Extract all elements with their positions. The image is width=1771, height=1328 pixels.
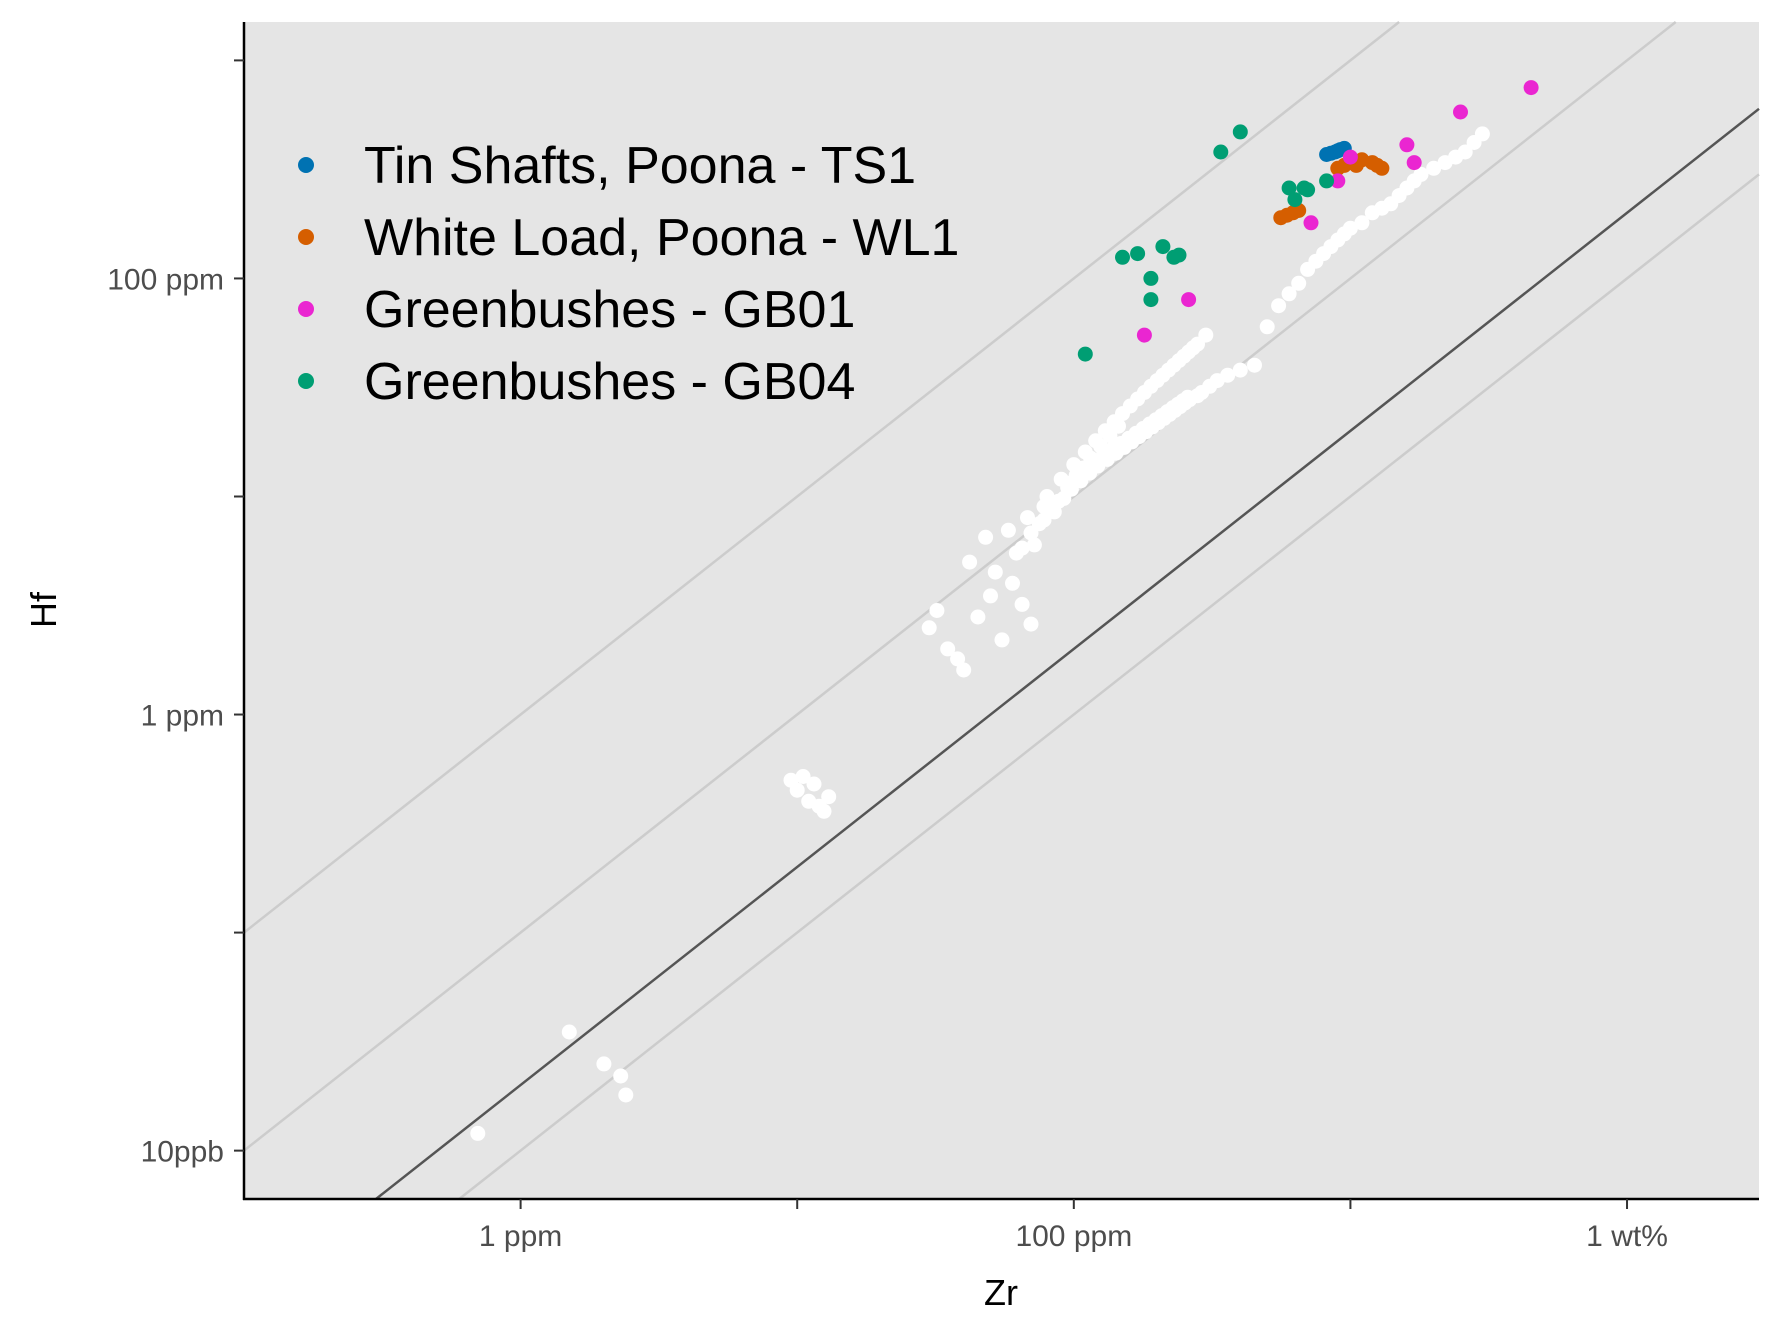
background-point [1281, 286, 1297, 302]
legend-label-3: Greenbushes - GB04 [364, 353, 855, 411]
series-2-point [1453, 104, 1468, 120]
series-3-point [1232, 124, 1248, 140]
series-2-point [1330, 173, 1346, 189]
background-point [789, 782, 805, 798]
background-point [1014, 540, 1030, 556]
series-3-point [1143, 270, 1159, 286]
background-point [1271, 298, 1287, 314]
series-2-point [1523, 80, 1539, 96]
background-point [1198, 327, 1214, 343]
background-point [1111, 418, 1126, 434]
background-point [994, 632, 1010, 648]
series-3-point [1143, 292, 1159, 308]
y-tick-label: 10ppb [141, 1136, 224, 1169]
reference-line-0 [243, 21, 1400, 934]
background-point [1102, 428, 1118, 444]
legend-key-2 [298, 301, 314, 317]
background-point [983, 588, 998, 604]
background-point [929, 603, 945, 618]
x-axis-title: Zr [984, 1272, 1018, 1313]
background-point [1014, 596, 1030, 612]
background-point [970, 609, 986, 625]
series-3-point [1130, 246, 1146, 262]
legend-key-0 [298, 157, 314, 173]
legend: Tin Shafts, Poona - TS1 White Load, Poona… [298, 137, 959, 411]
series-2-point [1303, 215, 1319, 231]
background-point [618, 1087, 634, 1103]
series-3-point [1281, 180, 1297, 196]
background-point [1474, 126, 1490, 142]
background-point [1413, 166, 1429, 182]
y-tick-label: 100 ppm [107, 263, 224, 296]
background-point [1232, 362, 1248, 378]
background-point [987, 564, 1003, 580]
reference-line-2 [375, 107, 1760, 1200]
background-point [806, 776, 822, 792]
series-2-point [1181, 292, 1197, 308]
background-point [561, 1024, 577, 1040]
legend-key-3 [298, 373, 314, 389]
background-point [1045, 501, 1061, 517]
series-3-point [1171, 247, 1187, 263]
background-point [1023, 525, 1039, 541]
x-axis-ticks: 1 ppm 100 ppm 1 wt% [479, 1199, 1668, 1253]
background-point [940, 641, 956, 657]
background-point [978, 529, 994, 545]
series-1-point [1374, 160, 1390, 176]
background-point [1023, 616, 1039, 632]
y-axis-title: Hf [23, 591, 64, 628]
background-points [470, 126, 1490, 1141]
series-2-point [1136, 327, 1152, 343]
background-point [816, 803, 832, 819]
background-point [962, 554, 978, 570]
series-3-point [1300, 182, 1316, 198]
background-point [1259, 319, 1275, 335]
series-2-point [1406, 155, 1422, 171]
series-2-point [1342, 149, 1358, 165]
legend-key-1 [298, 229, 314, 245]
reference-lines [243, 21, 1760, 1200]
series-3-point [1213, 144, 1229, 160]
background-point [1220, 367, 1236, 383]
background-point [1036, 512, 1052, 528]
series-3-point [1319, 173, 1335, 189]
background-point [950, 651, 966, 667]
background-point [1342, 220, 1358, 236]
background-point [1005, 575, 1020, 591]
background-point [1000, 522, 1016, 538]
background-point [1291, 275, 1307, 291]
legend-label-2: Greenbushes - GB01 [364, 281, 855, 339]
series-points [1077, 80, 1539, 362]
series-3-point [1115, 249, 1130, 265]
reference-line-1 [243, 21, 1677, 1152]
x-tick-label: 1 wt% [1586, 1220, 1668, 1253]
x-tick-label: 100 ppm [1015, 1220, 1132, 1253]
legend-label-1: White Load, Poona - WL1 [364, 209, 959, 267]
background-point [1426, 160, 1442, 176]
background-point [1026, 537, 1042, 553]
background-point [1020, 510, 1035, 526]
series-2-point [1399, 137, 1415, 153]
background-point [821, 789, 837, 805]
series-3-point [1287, 192, 1303, 208]
reference-line-3 [458, 173, 1760, 1200]
plot-panel [244, 22, 1759, 1199]
y-tick-label: 1 ppm [141, 700, 224, 733]
background-point [1247, 357, 1262, 373]
series-3-point [1077, 346, 1093, 362]
background-point [1039, 489, 1055, 504]
background-point [470, 1125, 486, 1141]
background-point [956, 662, 972, 678]
background-point [1354, 215, 1370, 231]
legend-label-0: Tin Shafts, Poona - TS1 [364, 137, 916, 195]
series-3-point [1155, 239, 1171, 255]
background-point [795, 769, 811, 784]
background-point [596, 1056, 612, 1072]
y-axis-ticks: 10ppb 1 ppm 100 ppm [107, 59, 244, 1169]
background-point [921, 620, 937, 636]
x-tick-label: 1 ppm [479, 1220, 562, 1253]
background-point [613, 1068, 629, 1084]
background-point [1457, 144, 1473, 160]
